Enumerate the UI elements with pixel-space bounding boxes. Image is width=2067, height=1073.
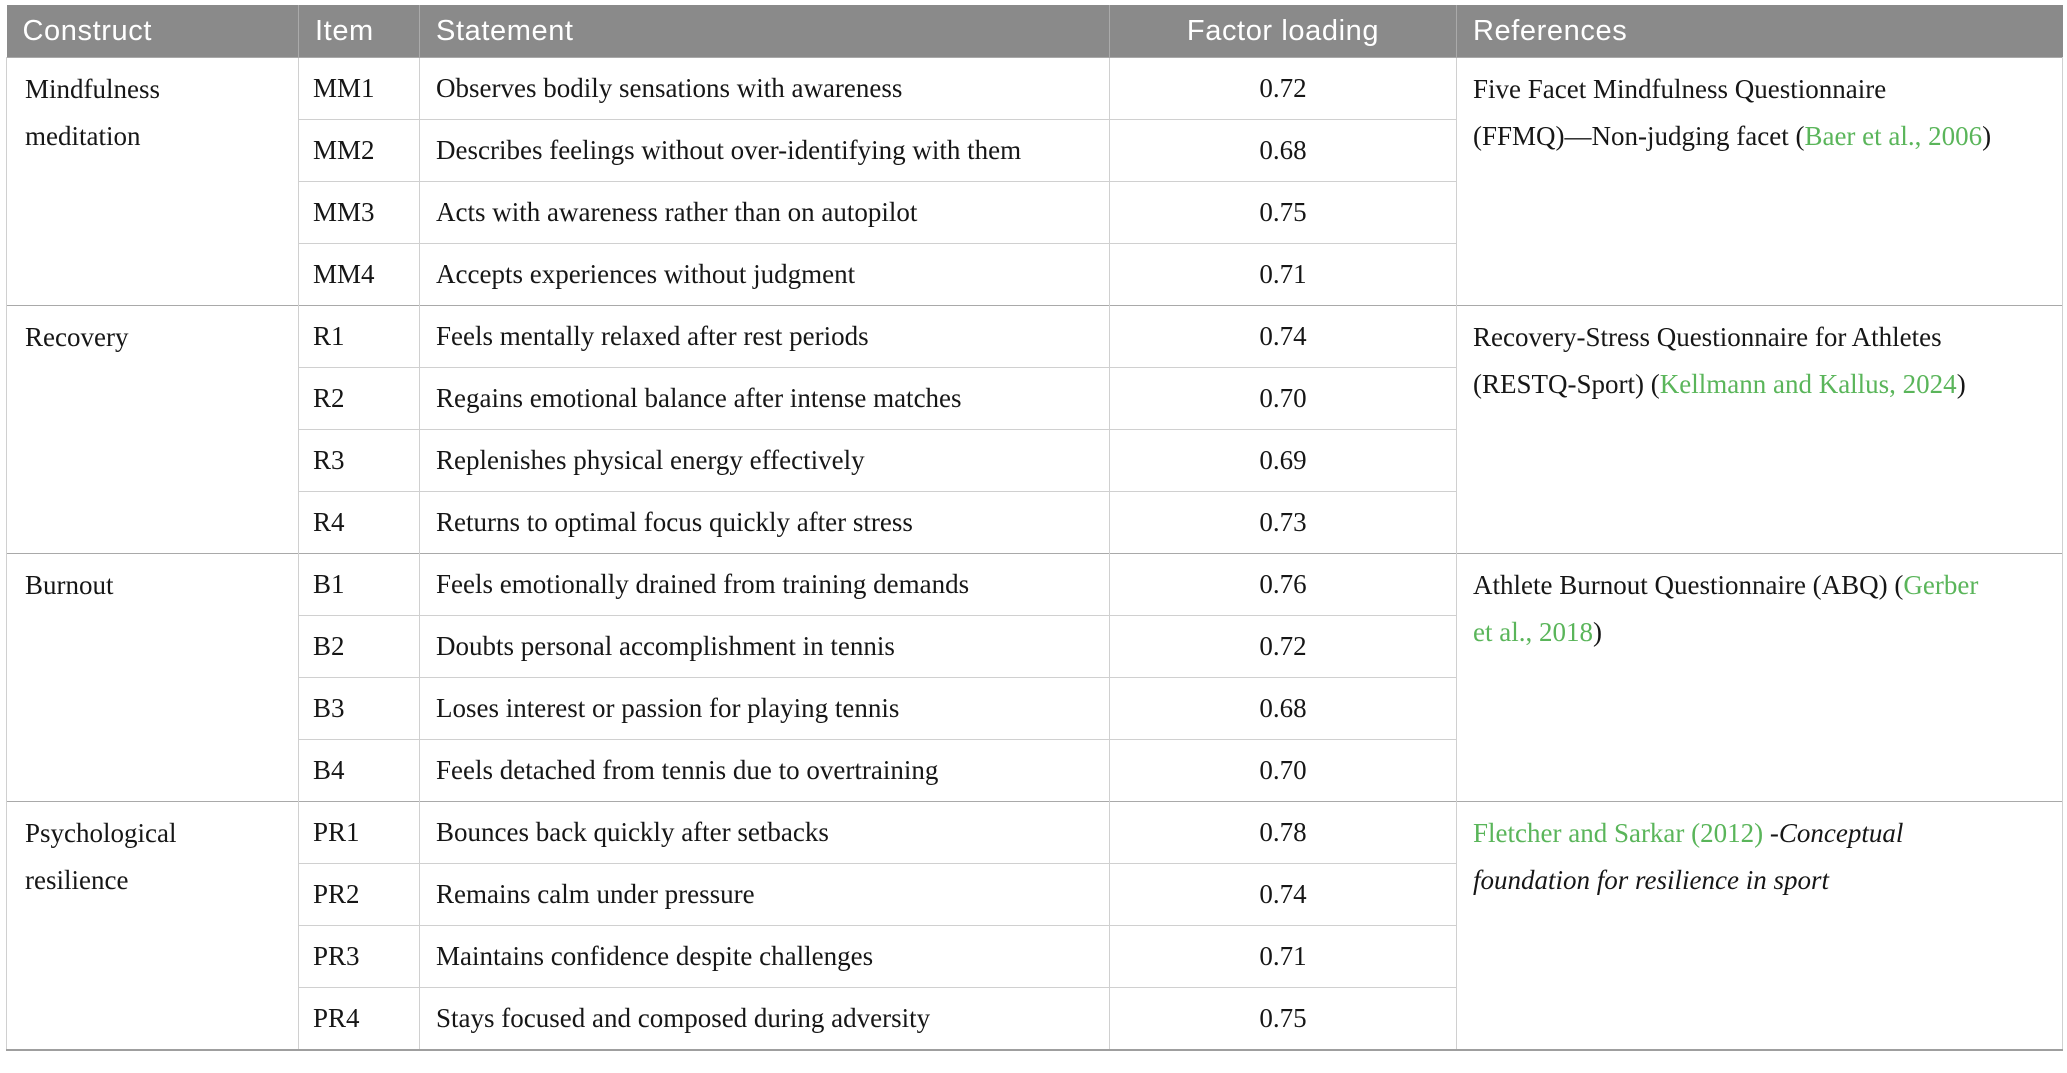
reference-text: ) — [1982, 121, 1992, 151]
column-header-factor-loading: Factor loading — [1109, 5, 1457, 58]
statement-cell: Feels detached from tennis due to overtr… — [419, 739, 1110, 802]
statement-cell: Remains calm under pressure — [419, 863, 1110, 926]
statement-cell: Accepts experiences without judgment — [419, 243, 1110, 306]
references-cell: Recovery-Stress Questionnaire for Athlet… — [1456, 305, 2063, 554]
reference-italic-text: -Conceptual foundation for resilience in… — [1473, 818, 1904, 895]
statement-cell: Doubts personal accomplishment in tennis — [419, 615, 1110, 678]
table-row: PR2 Remains calm under pressure 0.74 — [7, 863, 2063, 926]
reference-text: ) — [1592, 617, 1602, 647]
table-body: Mindfulness meditation MM1 Observes bodily… — [6, 57, 2063, 1050]
construct-cell: Recovery — [6, 305, 299, 554]
reference-text: Recovery-Stress Questionnaire for Athlet… — [1473, 322, 1942, 399]
item-code-cell: MM1 — [298, 57, 420, 120]
column-header-construct: Construct — [6, 5, 299, 58]
factor-loading-cell: 0.75 — [1109, 181, 1457, 244]
statement-cell: Acts with awareness rather than on autop… — [419, 181, 1110, 244]
factor-loading-cell: 0.68 — [1109, 677, 1457, 740]
factor-loading-table: Construct Item Statement Factor loading … — [6, 5, 2063, 1051]
statement-cell: Returns to optimal focus quickly after s… — [419, 491, 1110, 554]
factor-loading-cell: 0.70 — [1109, 739, 1457, 802]
table-row: B2 Doubts personal accomplishment in tenn… — [7, 615, 2063, 678]
factor-loading-cell: 0.70 — [1109, 367, 1457, 430]
item-code-cell: R4 — [298, 491, 420, 554]
reference-text — [1763, 818, 1770, 848]
item-code-cell: R2 — [298, 367, 420, 430]
factor-loading-cell: 0.74 — [1109, 863, 1457, 926]
factor-loading-cell: 0.76 — [1109, 553, 1457, 616]
item-code-cell: PR2 — [298, 863, 420, 926]
table-row: MM2 Describes feelings without over-ident… — [7, 119, 2063, 182]
statement-cell: Regains emotional balance after intense … — [419, 367, 1110, 430]
statement-cell: Loses interest or passion for playing te… — [419, 677, 1110, 740]
statement-cell: Bounces back quickly after setbacks — [419, 801, 1110, 864]
header-row: Construct Item Statement Factor loading … — [6, 5, 2063, 58]
construct-cell: Mindfulness meditation — [6, 57, 299, 306]
statement-cell: Maintains confidence despite challenges — [419, 925, 1110, 988]
item-code-cell: MM3 — [298, 181, 420, 244]
item-code-cell: B3 — [298, 677, 420, 740]
factor-loading-cell: 0.71 — [1109, 243, 1457, 306]
table-row: Recovery R1 Feels mentally relaxed after r… — [6, 305, 2063, 554]
item-code-cell: MM4 — [298, 243, 420, 306]
citation-link[interactable]: Baer et al., 2006 — [1804, 121, 1983, 151]
statement-cell: Observes bodily sensations with awarenes… — [419, 57, 1110, 120]
factor-loading-cell: 0.68 — [1109, 119, 1457, 182]
column-header-statement: Statement — [419, 5, 1110, 58]
document-page: Construct Item Statement Factor loading … — [6, 5, 2063, 1051]
citation-link[interactable]: Kellmann and Kallus, 2024 — [1659, 369, 1957, 399]
reference-text: Athlete Burnout Questionnaire (ABQ) ( — [1473, 570, 1904, 600]
item-code-cell: R1 — [298, 305, 420, 368]
item-code-cell: B1 — [298, 553, 420, 616]
table-row: B4 Feels detached from tennis due to over… — [7, 739, 2063, 802]
table-row: Psychological resilience PR1 Bounces back … — [6, 801, 2063, 1050]
statement-cell: Feels emotionally drained from training … — [419, 553, 1110, 616]
factor-loading-cell: 0.72 — [1109, 615, 1457, 678]
item-code-cell: MM2 — [298, 119, 420, 182]
citation-link[interactable]: Gerber et al., 2018 — [1473, 570, 1979, 647]
factor-loading-cell: 0.71 — [1109, 925, 1457, 988]
factor-loading-cell: 0.73 — [1109, 491, 1457, 554]
factor-loading-cell: 0.74 — [1109, 305, 1457, 368]
statement-cell: Stays focused and composed during advers… — [419, 987, 1110, 1050]
item-code-cell: PR3 — [298, 925, 420, 988]
column-header-item: Item — [298, 5, 420, 58]
item-code-cell: B4 — [298, 739, 420, 802]
table-row: B3 Loses interest or passion for playing … — [7, 677, 2063, 740]
factor-loading-cell: 0.75 — [1109, 987, 1457, 1050]
item-code-cell: B2 — [298, 615, 420, 678]
item-code-cell: PR4 — [298, 987, 420, 1050]
item-code-cell: R3 — [298, 429, 420, 492]
column-header-references: References — [1456, 5, 2063, 58]
factor-loading-cell: 0.72 — [1109, 57, 1457, 120]
reference-text: ) — [1956, 369, 1966, 399]
table-row: PR3 Maintains confidence despite challeng… — [7, 925, 2063, 988]
statement-cell: Feels mentally relaxed after rest period… — [419, 305, 1110, 368]
factor-loading-cell: 0.69 — [1109, 429, 1457, 492]
construct-cell: Psychological resilience — [6, 801, 299, 1050]
factor-loading-cell: 0.78 — [1109, 801, 1457, 864]
construct-cell: Burnout — [6, 553, 299, 802]
statement-cell: Describes feelings without over-identify… — [419, 119, 1110, 182]
citation-link[interactable]: Fletcher and Sarkar (2012) — [1473, 818, 1764, 848]
table-row: PR4 Stays focused and composed during adv… — [7, 987, 2063, 1050]
item-code-cell: PR1 — [298, 801, 420, 864]
table-row: R3 Replenishes physical energy effectivel… — [7, 429, 2063, 492]
table-row: R4 Returns to optimal focus quickly after… — [7, 491, 2063, 554]
table-row: R2 Regains emotional balance after intens… — [7, 367, 2063, 430]
table-row: MM4 Accepts experiences without judgment 0… — [7, 243, 2063, 306]
reference-text: Five Facet Mindfulness Questionnaire (FF… — [1473, 74, 1887, 151]
table-row: Burnout B1 Feels emotionally drained from … — [6, 553, 2063, 802]
statement-cell: Replenishes physical energy effectively — [419, 429, 1110, 492]
references-cell: Five Facet Mindfulness Questionnaire (FF… — [1456, 57, 2063, 306]
table-row: Mindfulness meditation MM1 Observes bodily… — [6, 57, 2063, 306]
references-cell: Athlete Burnout Questionnaire (ABQ) (Ger… — [1456, 553, 2063, 802]
table-row: MM3 Acts with awareness rather than on au… — [7, 181, 2063, 244]
references-cell: Fletcher and Sarkar (2012) -Conceptual f… — [1456, 801, 2063, 1050]
